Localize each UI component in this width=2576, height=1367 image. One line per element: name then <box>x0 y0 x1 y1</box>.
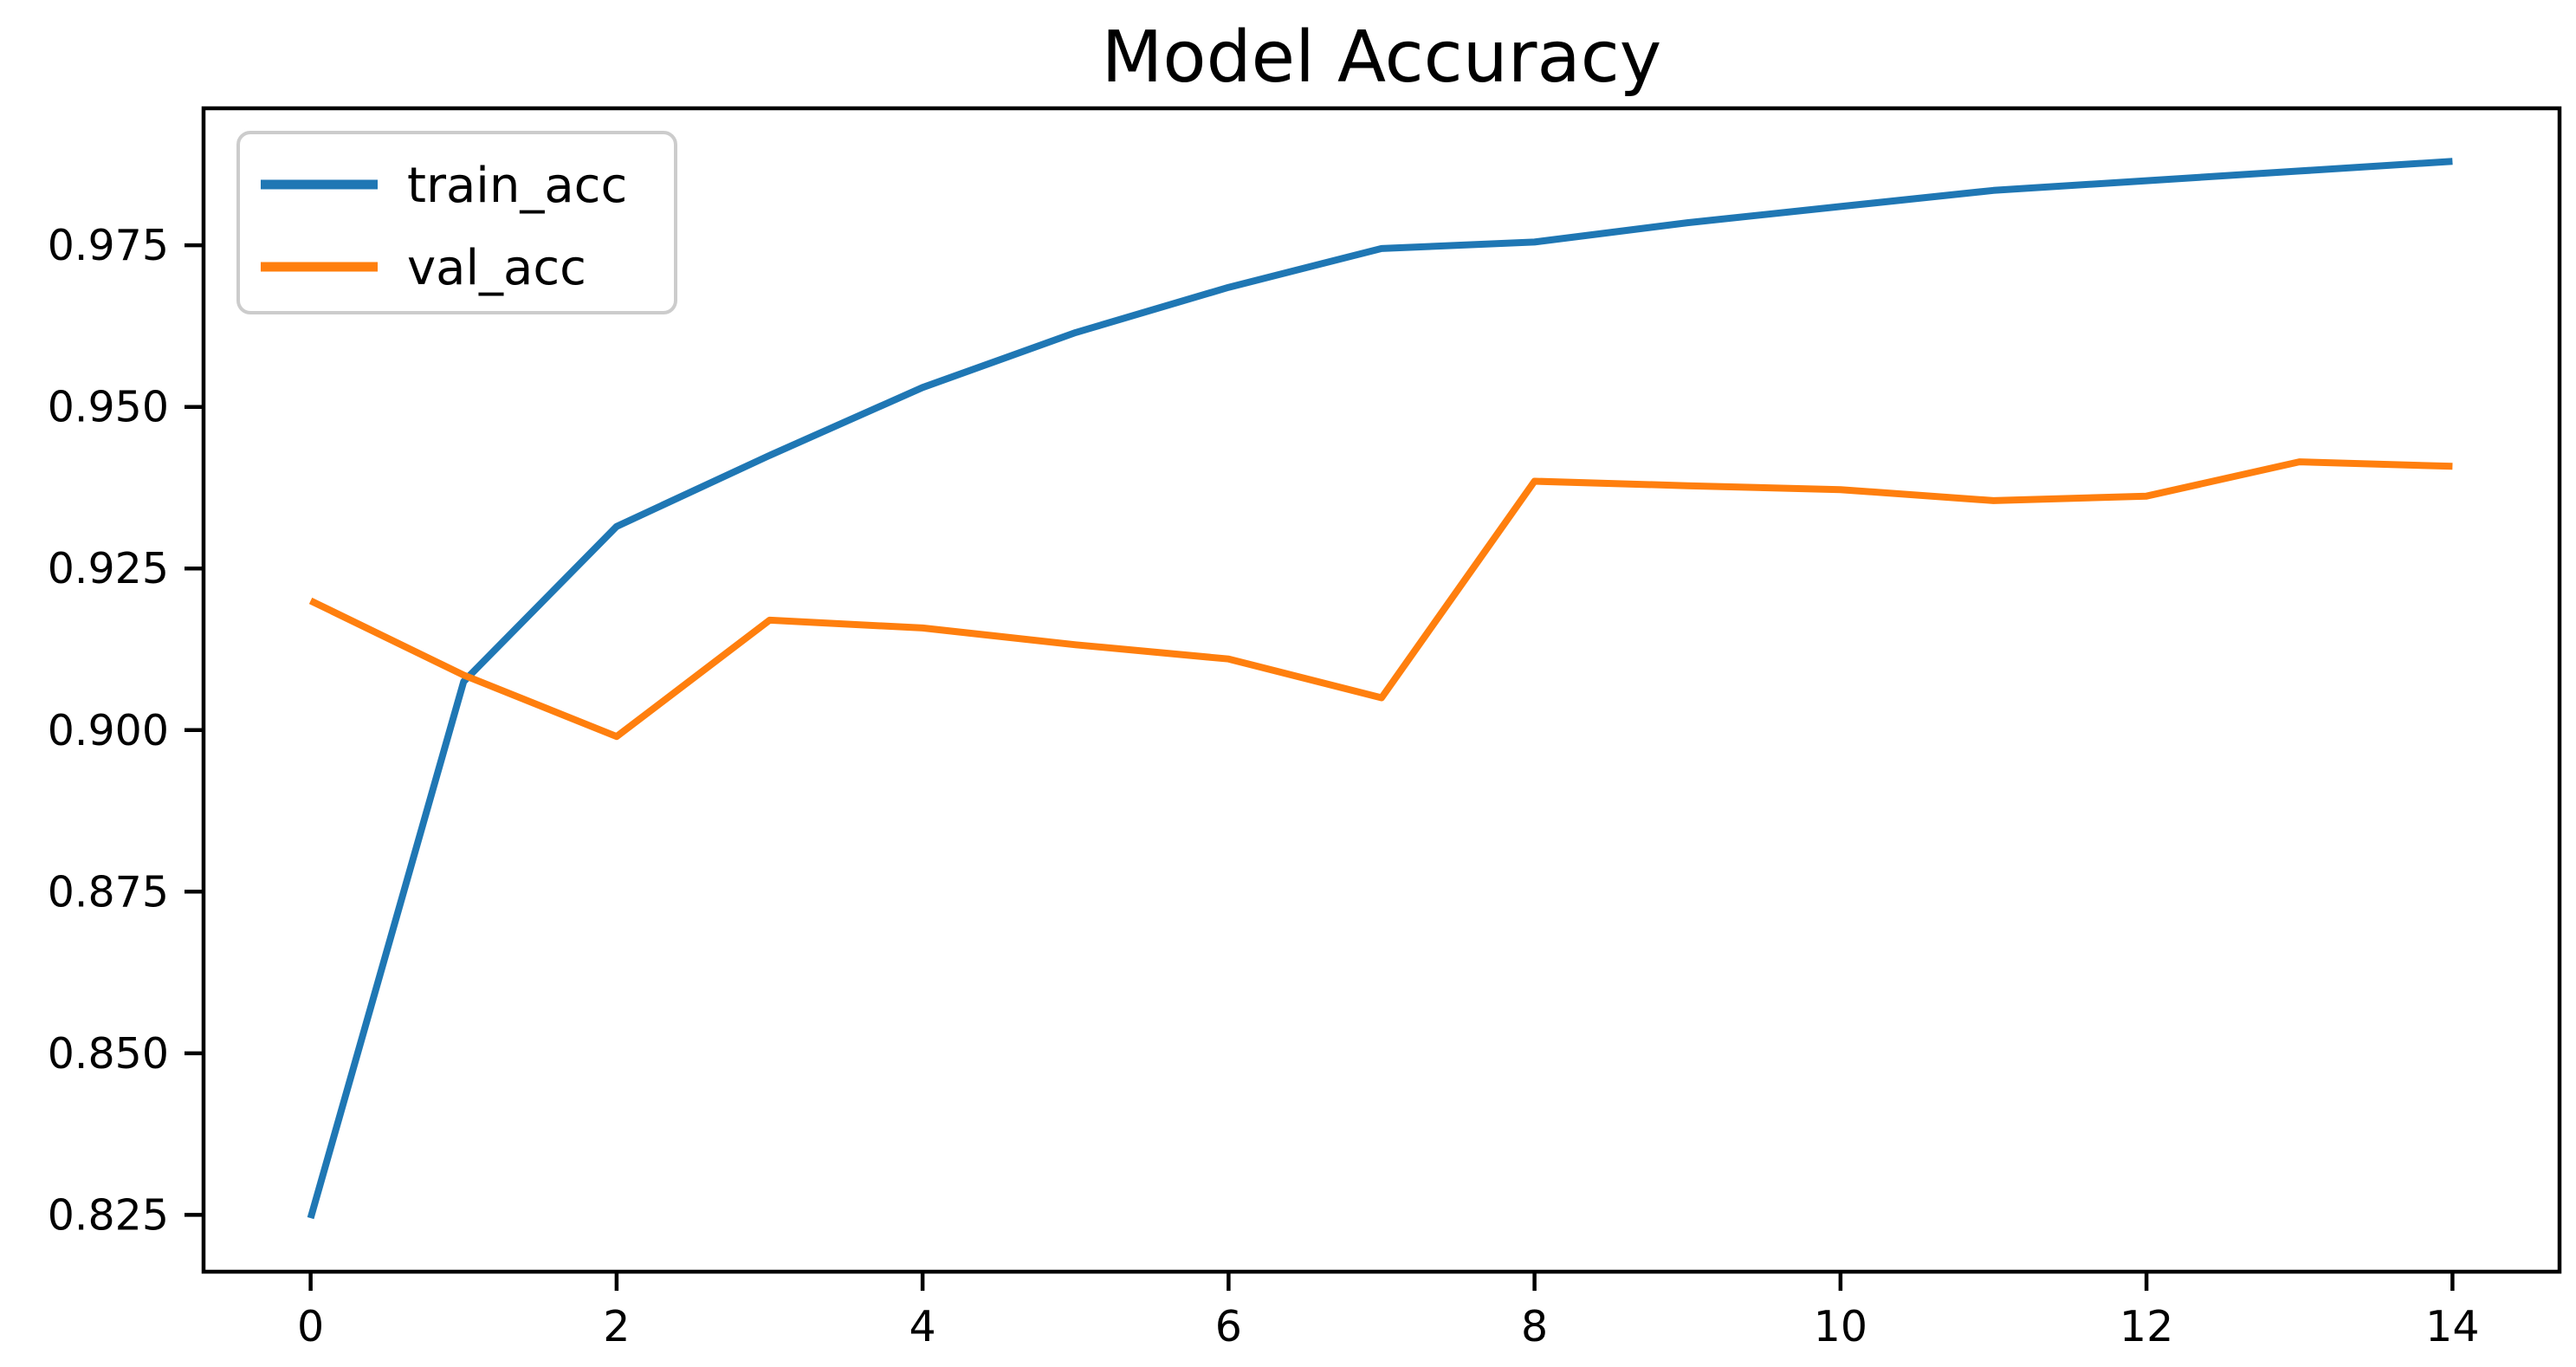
data-series <box>307 158 2453 1220</box>
legend-train-acc-label: train_acc <box>407 158 627 214</box>
x-axis-ticks: 0 2 4 6 8 10 12 14 <box>297 1272 2480 1351</box>
x-tick-label: 6 <box>1215 1302 1242 1351</box>
y-tick-label: 0.825 <box>48 1190 169 1240</box>
y-tick-label: 0.875 <box>48 867 169 917</box>
y-tick-label: 0.950 <box>48 383 169 432</box>
x-tick-label: 8 <box>1521 1302 1548 1351</box>
x-tick-label: 4 <box>909 1302 936 1351</box>
y-tick-label: 0.975 <box>48 221 169 270</box>
legend-val-acc-label: val_acc <box>407 240 586 296</box>
train-acc-line <box>307 158 2453 1220</box>
y-tick-label: 0.925 <box>48 544 169 593</box>
val-acc-line <box>308 458 2453 741</box>
x-tick-label: 14 <box>2425 1302 2479 1351</box>
y-tick-label: 0.900 <box>48 706 169 755</box>
chart-title: Model Accuracy <box>1102 16 1662 99</box>
x-tick-label: 10 <box>1814 1302 1867 1351</box>
y-axis-ticks: 0.825 0.850 0.875 0.900 0.925 0.950 0.975 <box>48 221 204 1240</box>
axes-spines <box>201 106 2562 1274</box>
legend: train_acc val_acc <box>236 131 677 314</box>
y-tick-label: 0.850 <box>48 1029 169 1079</box>
x-tick-label: 0 <box>297 1302 324 1351</box>
x-tick-label: 2 <box>603 1302 630 1351</box>
x-tick-label: 12 <box>2120 1302 2173 1351</box>
